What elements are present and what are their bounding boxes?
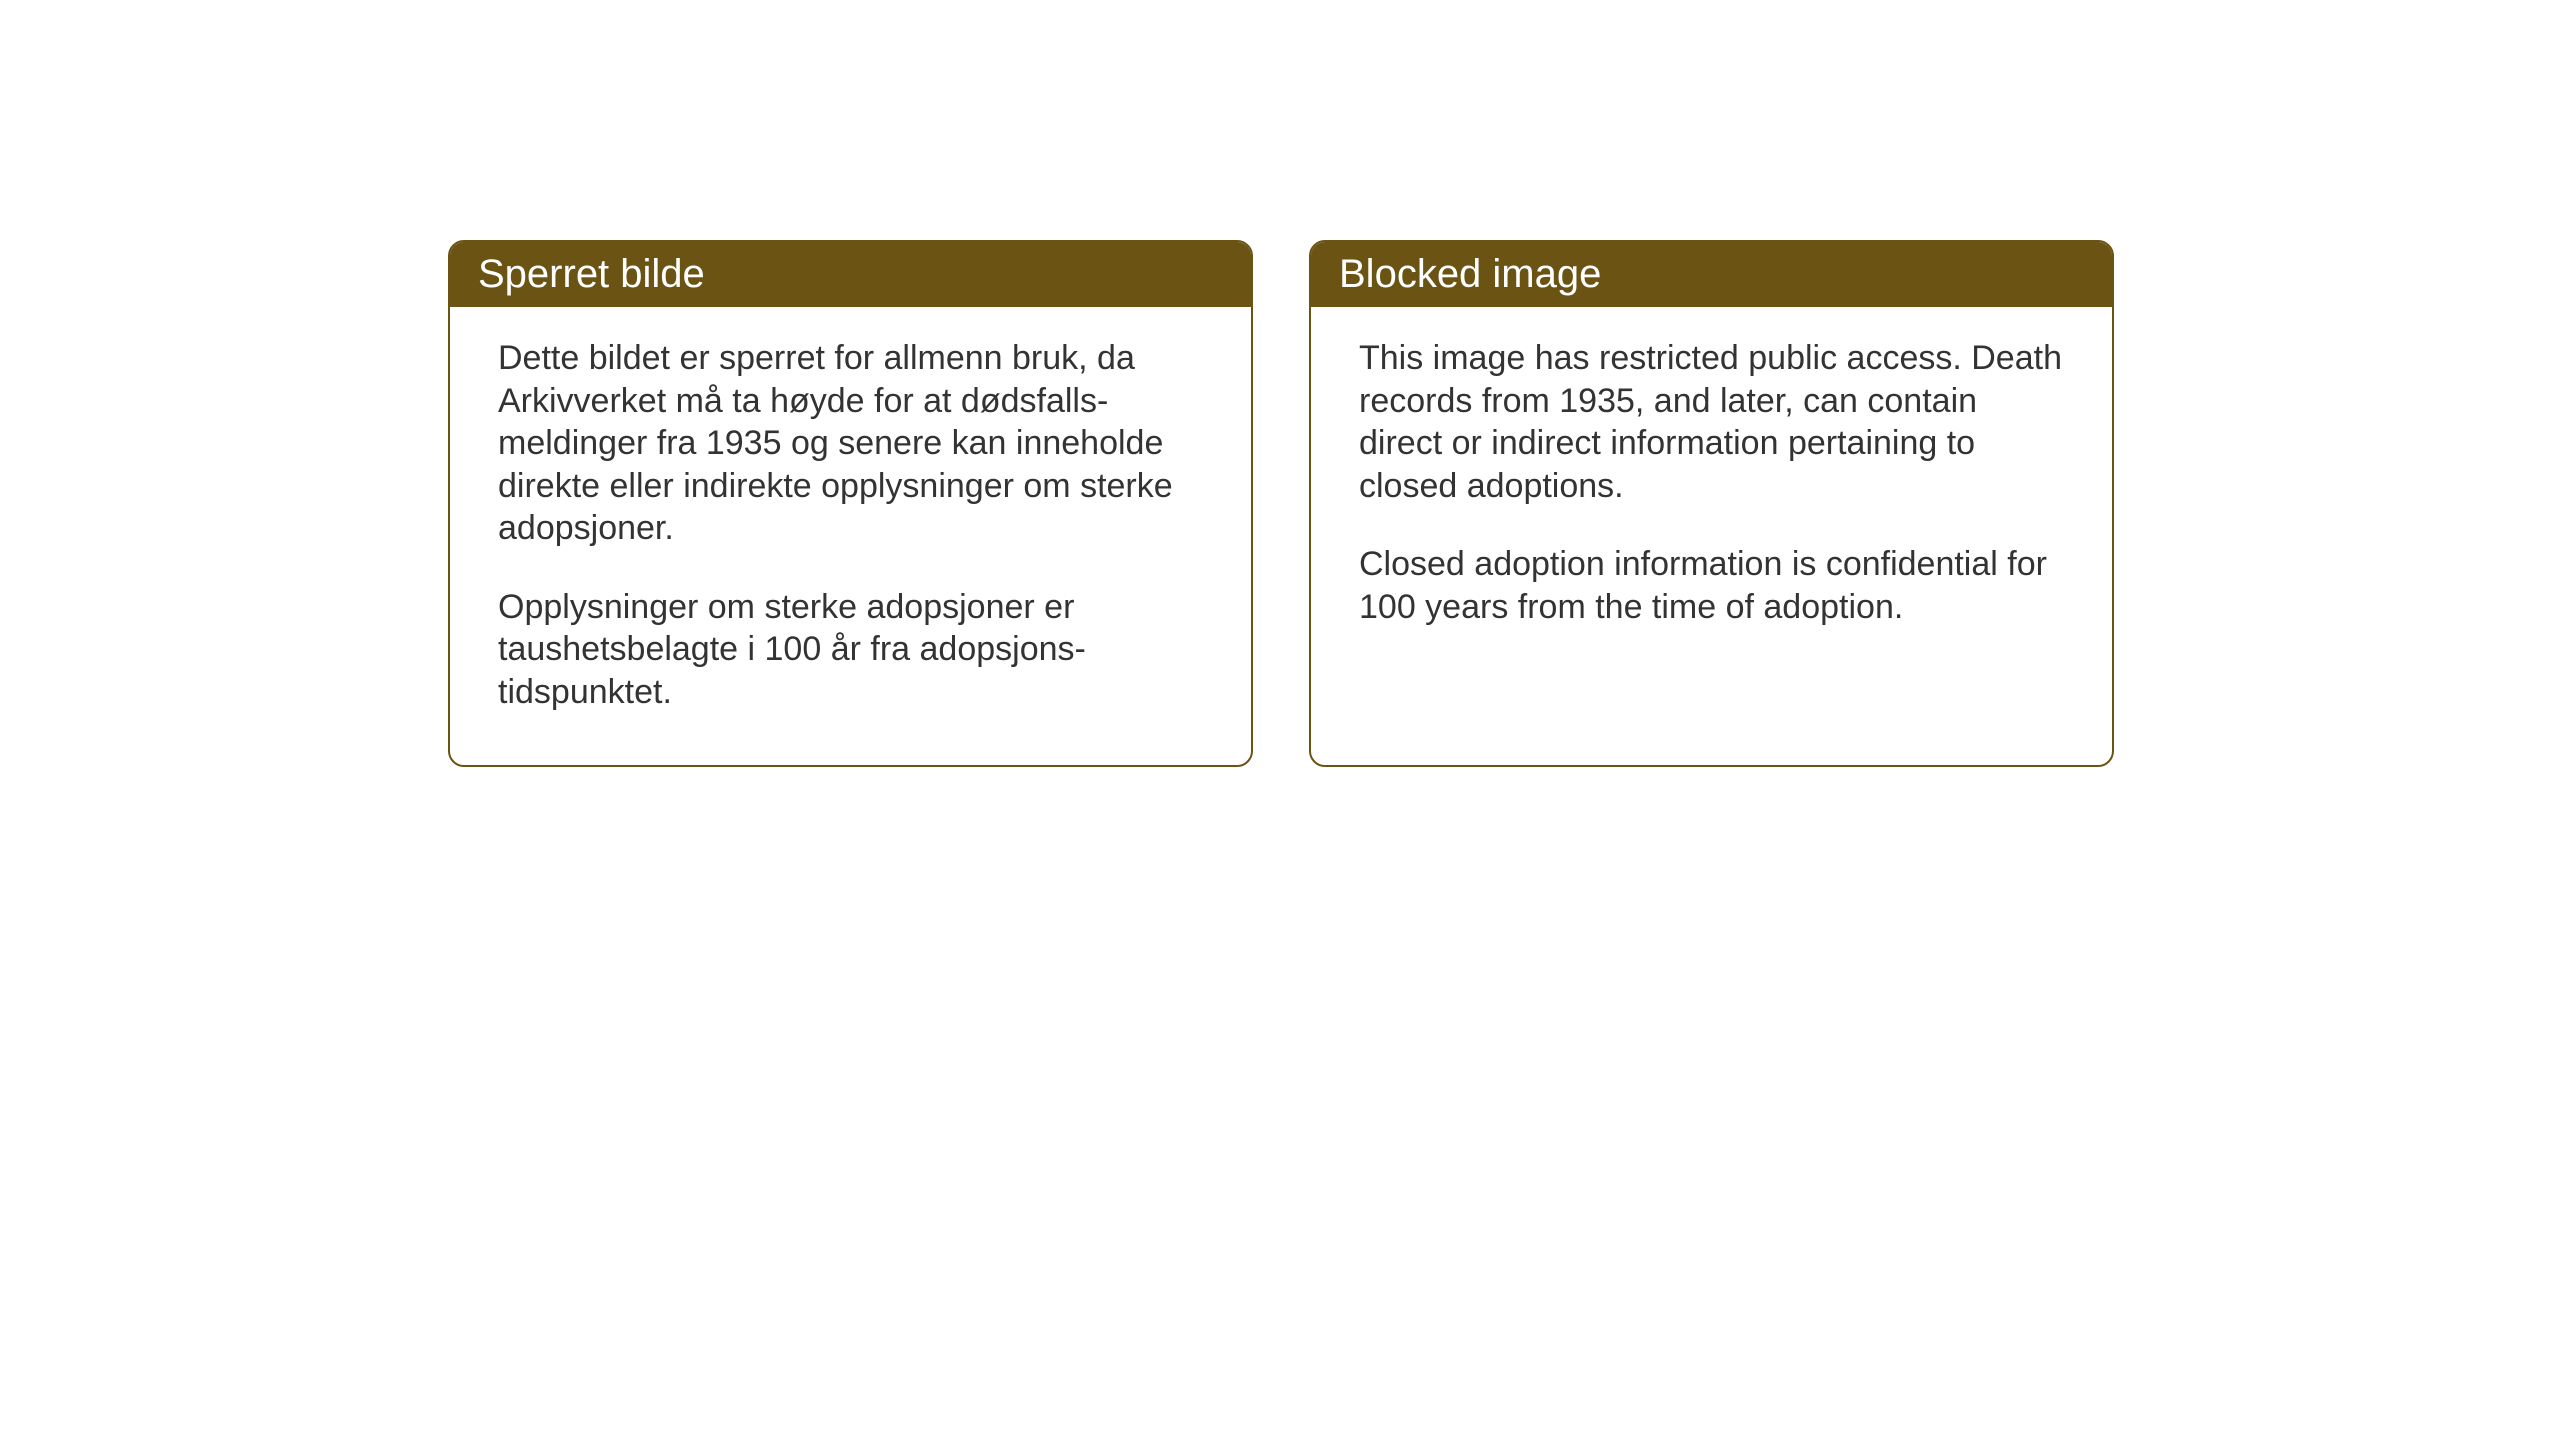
notice-cards-container: Sperret bilde Dette bildet er sperret fo… bbox=[448, 240, 2560, 767]
english-card-title: Blocked image bbox=[1311, 242, 2112, 307]
norwegian-card-body: Dette bildet er sperret for allmenn bruk… bbox=[450, 307, 1251, 765]
norwegian-paragraph-1: Dette bildet er sperret for allmenn bruk… bbox=[498, 337, 1203, 550]
norwegian-notice-card: Sperret bilde Dette bildet er sperret fo… bbox=[448, 240, 1253, 767]
english-notice-card: Blocked image This image has restricted … bbox=[1309, 240, 2114, 767]
english-paragraph-1: This image has restricted public access.… bbox=[1359, 337, 2064, 507]
english-paragraph-2: Closed adoption information is confident… bbox=[1359, 543, 2064, 628]
norwegian-card-title: Sperret bilde bbox=[450, 242, 1251, 307]
norwegian-paragraph-2: Opplysninger om sterke adopsjoner er tau… bbox=[498, 586, 1203, 714]
english-card-body: This image has restricted public access.… bbox=[1311, 307, 2112, 680]
